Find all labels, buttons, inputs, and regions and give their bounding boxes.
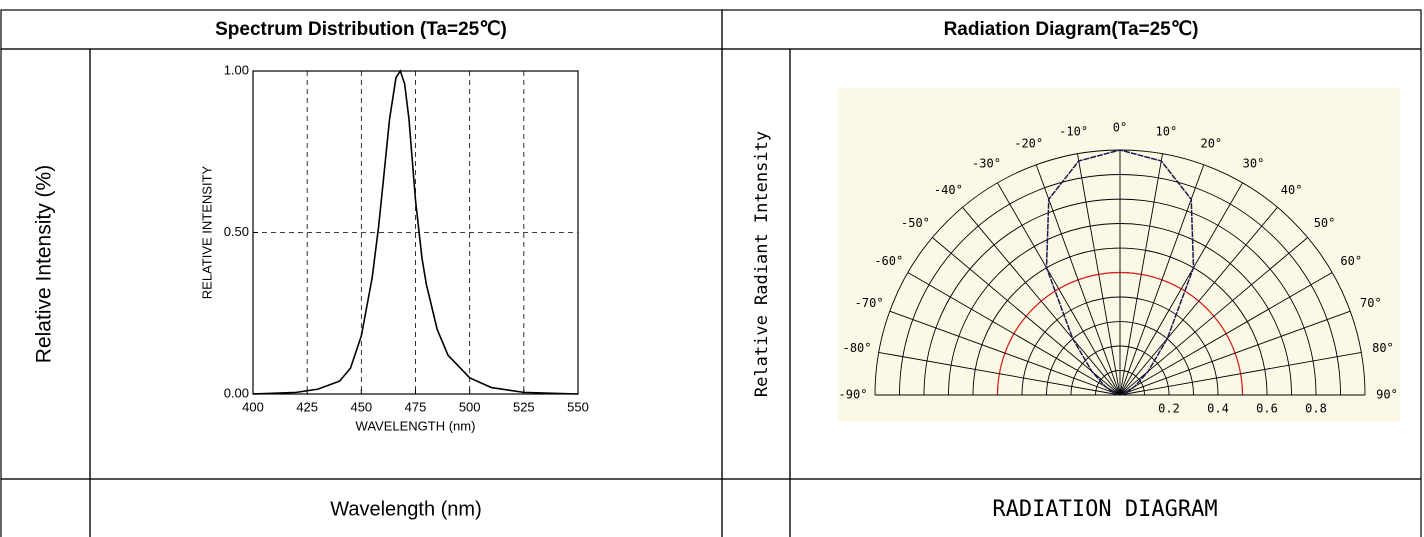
angle-label: -90° [839,388,868,402]
spoke [907,272,1121,396]
spoke [997,182,1121,396]
spoke [962,207,1121,396]
footer: RADIATION DIAGRAM [992,497,1217,522]
r-tick-label: 0.4 [1207,402,1229,416]
x-tick-label: 500 [459,399,481,414]
angle-label: 60° [1340,254,1362,268]
angle-label: 90° [1376,388,1398,402]
x-tick-label: 475 [405,399,427,414]
angle-label: -30° [972,156,1001,170]
angle-label: -70° [855,296,884,310]
header: Radiation Diagram(Ta=25℃) [944,19,1199,40]
x-tick-label: 550 [567,399,589,414]
r-tick-label: 0.8 [1305,402,1327,416]
angle-label: -60° [874,254,903,268]
angle-label: -50° [901,216,930,230]
r-tick-label: 0.2 [1158,402,1180,416]
plot-frame [252,70,579,395]
diagram-background [838,88,1400,421]
spoke [1119,182,1243,396]
y-tick-label: 0.50 [224,224,249,239]
x-axis-label: WAVELENGTH (nm) [356,418,476,433]
r-tick-label: 0.6 [1256,402,1278,416]
angle-label: 30° [1243,156,1265,170]
x-tick-label: 425 [296,399,318,414]
radiation-pattern [1045,149,1195,396]
side-label: Relative Intensity (%) [33,165,56,363]
spoke [1119,272,1333,396]
spoke [1119,207,1278,396]
x-tick-label: 525 [513,399,535,414]
footer-cell [0,478,91,537]
spoke [889,310,1121,396]
header: Spectrum Distribution (Ta=25℃) [215,19,507,40]
spoke [1077,153,1121,396]
chart-cell [89,48,723,480]
spoke [1119,352,1362,396]
footer-cell [721,478,791,537]
angle-label: -20° [1014,137,1043,151]
angle-label: -10° [1059,125,1088,139]
angle-label: 80° [1372,341,1394,355]
y-tick-label: 0.00 [224,385,249,400]
spoke [1119,310,1351,396]
spoke [1119,153,1163,396]
angle-label: 40° [1281,183,1303,197]
angle-label: -40° [934,183,963,197]
spectrum-curve [252,69,579,395]
angle-label: -80° [843,341,872,355]
spoke [1035,164,1121,396]
angle-label: 70° [1360,296,1382,310]
x-tick-label: 450 [350,399,372,414]
side-label: Relative Radiant Intensity [752,131,772,397]
footer: Wavelength (nm) [330,498,482,520]
x-tick-label: 400 [242,399,264,414]
angle-label: 10° [1156,125,1178,139]
angle-label: 0° [1113,121,1127,135]
angle-label: 20° [1200,137,1222,151]
y-axis-label: RELATIVE INTENSITY [199,165,214,299]
spoke [1119,237,1308,396]
footer-cell [789,478,1422,537]
angle-label: 50° [1314,216,1336,230]
spoke [932,237,1121,396]
spoke [1119,164,1205,396]
y-tick-label: 1.00 [224,62,249,77]
spoke [878,352,1121,396]
